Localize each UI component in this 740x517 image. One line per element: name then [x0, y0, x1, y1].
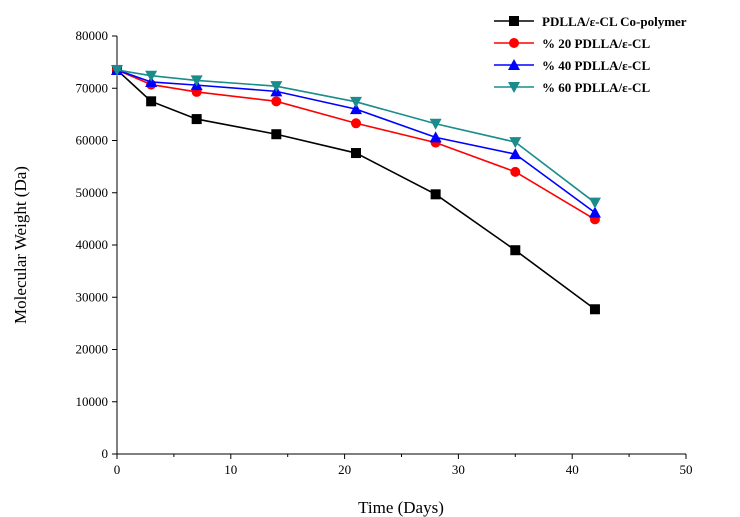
legend-item-4: % 60 PDLLA/ε-CL [494, 80, 650, 95]
x-tick-label: 20 [338, 462, 351, 477]
series-line [116, 69, 596, 204]
x-tick-label: 50 [680, 462, 693, 477]
series-line [116, 69, 596, 214]
legend-label: % 60 PDLLA/ε-CL [542, 80, 650, 95]
y-tick-label: 10000 [76, 394, 109, 409]
data-point [145, 70, 158, 82]
data-point [429, 118, 442, 130]
legend-label: % 40 PDLLA/ε-CL [542, 58, 650, 73]
y-tick-label: 40000 [76, 237, 109, 252]
data-point [350, 118, 361, 129]
x-tick-label: 30 [452, 462, 465, 477]
data-point [190, 75, 203, 87]
x-axis-title: Time (Days) [358, 498, 444, 517]
series-line [116, 69, 596, 310]
axes: 0 10000 20000 30000 40000 50000 60000 70000 8000… [76, 28, 693, 477]
data-point [191, 114, 202, 125]
data-point [509, 137, 522, 149]
data-point [111, 64, 123, 76]
data-point [510, 245, 521, 256]
data-point [350, 148, 361, 159]
data-point [509, 148, 522, 160]
data-point [430, 189, 441, 200]
legend-marker [509, 16, 519, 26]
y-tick-label: 80000 [76, 28, 109, 43]
x-tick-label: 40 [566, 462, 579, 477]
y-tick-label: 70000 [76, 80, 109, 95]
legend-item-1: PDLLA/ε-CL Co-polymer [494, 14, 687, 29]
series-4 [111, 64, 601, 209]
y-tick-label: 30000 [76, 289, 109, 304]
legend: PDLLA/ε-CL Co-polymer % 20 PDLLA/ε-CL % 40… [494, 14, 687, 95]
data-point [349, 96, 362, 108]
data-point [271, 96, 282, 107]
data-point [271, 129, 282, 140]
data-point [588, 206, 601, 218]
legend-item-3: % 40 PDLLA/ε-CL [494, 58, 650, 73]
legend-label: PDLLA/ε-CL Co-polymer [542, 14, 687, 29]
y-tick-label: 60000 [76, 133, 109, 148]
legend-item-2: % 20 PDLLA/ε-CL [494, 36, 650, 51]
y-tick-label: 50000 [76, 185, 109, 200]
y-tick-label: 20000 [76, 342, 109, 357]
y-tick-label: 0 [102, 446, 109, 461]
x-tick-label: 10 [224, 462, 237, 477]
series-2 [112, 64, 600, 225]
y-axis-title: Molecular Weight (Da) [11, 166, 30, 324]
legend-label: % 20 PDLLA/ε-CL [542, 36, 650, 51]
series-3 [111, 63, 601, 218]
legend-marker [508, 59, 520, 70]
legend-marker [508, 82, 520, 93]
data-point [589, 304, 600, 315]
data-point [270, 81, 283, 93]
data-point [510, 166, 521, 177]
data-point [349, 103, 362, 115]
data-point [588, 197, 601, 209]
plot-area [111, 63, 601, 315]
legend-marker [509, 38, 519, 48]
data-point [146, 96, 157, 107]
x-tick-label: 0 [114, 462, 121, 477]
data-point [429, 131, 442, 143]
series-line [116, 69, 596, 221]
